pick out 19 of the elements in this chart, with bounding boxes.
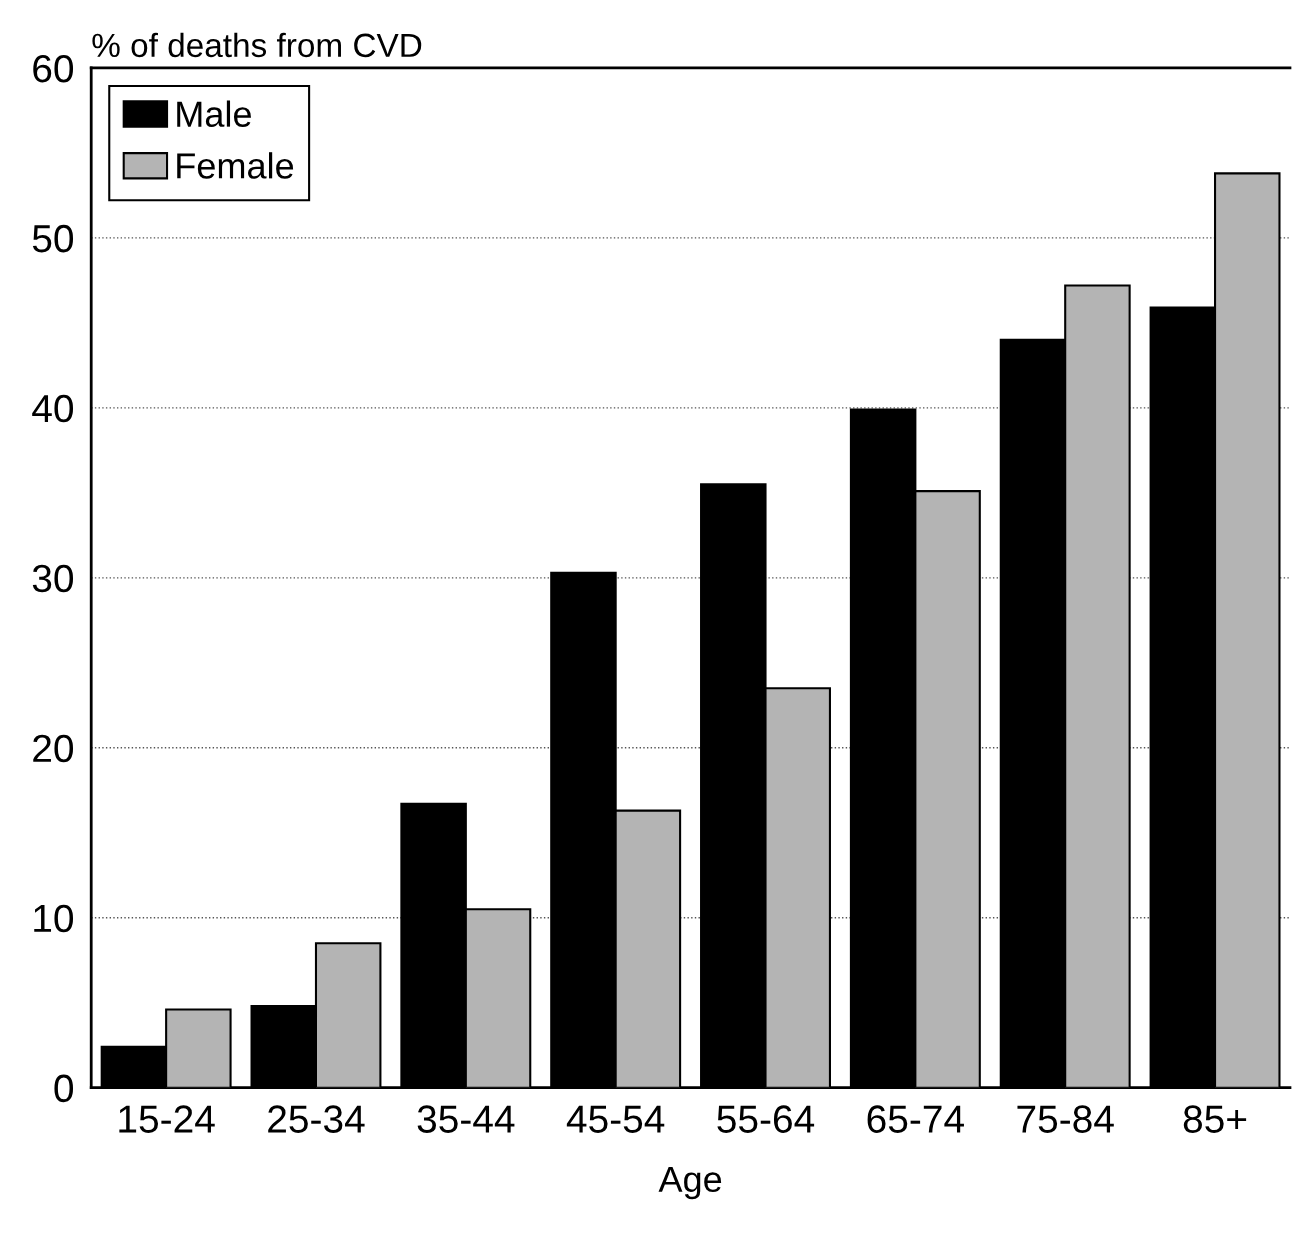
legend-label: Female [177,152,294,179]
y-tick-label: 20 [33,734,74,763]
x-tick-label: 25-34 [268,1105,365,1133]
y-tick-label: 30 [32,564,74,593]
y-axis-title: % of deaths from CVD [92,32,422,58]
x-tick-label: 15-24 [119,1105,215,1133]
x-tick-label: 35-44 [417,1105,515,1133]
x-axis-title: Age [658,1166,722,1200]
legend-label: Male [177,100,251,127]
x-tick-label: 45-54 [566,1105,665,1133]
y-tick-label: 60 [33,54,74,83]
y-tick-label: 50 [32,224,74,253]
x-tick-label: 85+ [1183,1105,1247,1133]
x-tick-label: 75-84 [1017,1105,1114,1133]
y-tick-label: 0 [54,1074,74,1103]
y-tick-label: 40 [32,394,74,423]
y-tick-label: 10 [34,904,74,933]
x-tick-label: 65-74 [867,1105,964,1133]
x-tick-label: 55-64 [717,1105,815,1133]
